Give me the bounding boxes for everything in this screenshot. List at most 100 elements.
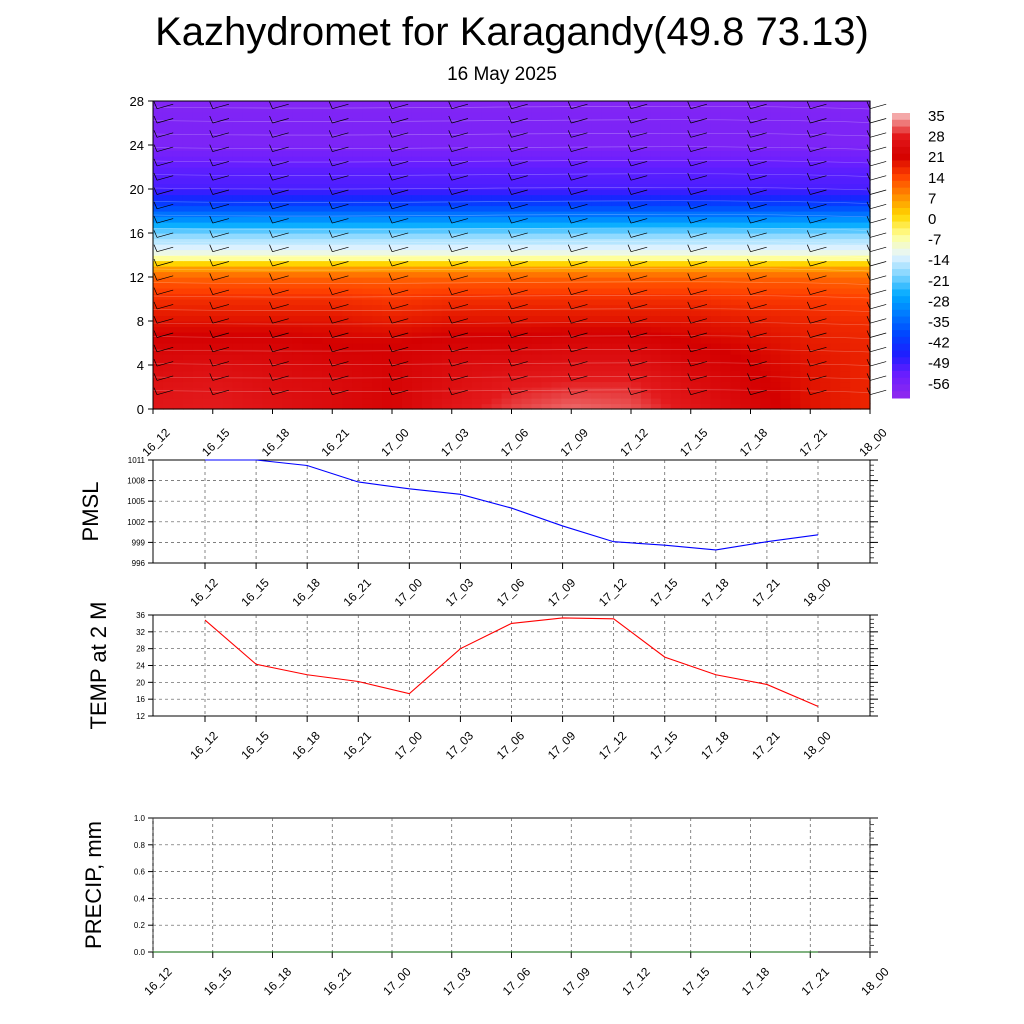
heatmap-cell [242, 321, 254, 328]
heatmap-cell [820, 282, 831, 289]
heatmap-cell [611, 293, 622, 300]
wind-barb-flag [328, 230, 333, 238]
heatmap-cell [541, 238, 552, 245]
heatmap-cell [362, 233, 373, 240]
heatmap-cell [421, 183, 433, 190]
heatmap-cell [262, 189, 274, 196]
heatmap-cell [232, 332, 244, 339]
heatmap-cell [631, 106, 642, 113]
heatmap-cell [471, 299, 483, 306]
heatmap-cell [680, 112, 692, 119]
wind-barb-flag [627, 258, 632, 267]
heatmap-cell [621, 365, 632, 372]
heatmap-cell [192, 392, 204, 399]
heatmap-cell [392, 271, 403, 278]
heatmap-cell [800, 299, 811, 306]
heatmap-cell [571, 194, 582, 201]
heatmap-cell [561, 310, 572, 317]
heatmap-cell [292, 145, 303, 152]
heatmap-cell [192, 403, 204, 410]
heatmap-cell [740, 348, 752, 355]
heatmap-cell [521, 194, 533, 201]
heatmap-cell [401, 145, 413, 152]
heatmap-cell [611, 337, 622, 344]
heatmap-cell [262, 403, 274, 410]
heatmap-cell [850, 304, 861, 311]
wind-barb-flag [448, 230, 453, 238]
heatmap-cell [222, 194, 234, 201]
heatmap-cell [650, 194, 662, 201]
heatmap-cell [670, 178, 682, 185]
heatmap-cell [621, 326, 632, 333]
x-tick-label: 17_18 [698, 575, 732, 609]
wind-barb [690, 118, 708, 124]
heatmap-cell [561, 233, 572, 240]
heatmap-cell [212, 183, 224, 190]
heatmap-cell [302, 266, 313, 273]
heatmap-cell [750, 106, 762, 113]
heatmap-cell [581, 172, 592, 179]
heatmap-cell [312, 106, 323, 113]
heatmap-cell [611, 255, 622, 262]
heatmap-cell [670, 123, 682, 130]
heatmap-cell [860, 365, 871, 372]
heatmap-cell [650, 205, 662, 212]
heatmap-cell [272, 315, 284, 322]
heatmap-cell [531, 365, 542, 372]
heatmap-cell [740, 161, 752, 168]
heatmap-cell [421, 332, 433, 339]
heatmap-cell [222, 200, 234, 207]
heatmap-cell [431, 387, 443, 394]
heatmap-cell [232, 370, 244, 377]
heatmap-cell [800, 205, 811, 212]
heatmap-cell [830, 194, 841, 201]
heatmap-cell [302, 255, 313, 262]
heatmap-cell [491, 315, 503, 322]
wind-barb-flag [747, 187, 751, 195]
heatmap-cell [621, 172, 632, 179]
heatmap-cell [222, 238, 234, 245]
heatmap-cell [252, 337, 264, 344]
heatmap-cell [820, 299, 831, 306]
heatmap-cell [372, 354, 383, 361]
heatmap-cell [650, 123, 662, 130]
heatmap-cell [700, 200, 712, 207]
heatmap-cell [571, 326, 582, 333]
heatmap-cell [481, 123, 493, 130]
heatmap-cell [342, 255, 353, 262]
heatmap-cell [750, 365, 762, 372]
wind-barb [451, 261, 469, 267]
heatmap-cell [262, 304, 274, 311]
heatmap-cell [631, 299, 642, 306]
heatmap-cell [770, 238, 781, 245]
heatmap-cell [690, 337, 702, 344]
heatmap-cell [790, 150, 801, 157]
x-tick-label: 17_18 [737, 425, 771, 459]
heatmap-cell [521, 216, 533, 223]
wind-barb [869, 361, 887, 367]
heatmap-cell [471, 370, 483, 377]
heatmap-cell [302, 189, 313, 196]
heatmap-cell [730, 244, 742, 251]
colorbar-label: -7 [928, 232, 941, 249]
heatmap-cell [690, 211, 702, 218]
heatmap-cell [750, 189, 762, 196]
heatmap-cell [770, 145, 781, 152]
heatmap-cell [491, 288, 503, 295]
heatmap-cell [541, 134, 552, 141]
wind-barb [869, 375, 887, 381]
heatmap-cell [581, 106, 592, 113]
heatmap-cell [561, 123, 572, 130]
heatmap-cell [571, 189, 582, 196]
heatmap-cell [760, 205, 772, 212]
heatmap-cell [511, 183, 523, 190]
heatmap-cell [471, 189, 483, 196]
heatmap-cell [252, 238, 264, 245]
wind-barb-flag [209, 273, 214, 281]
y-tick-label: 20 [130, 182, 144, 197]
heatmap-cell [282, 392, 294, 399]
wind-barb [511, 289, 528, 295]
heatmap-cell [431, 310, 443, 317]
heatmap-cell [810, 117, 821, 124]
heatmap-cell [252, 271, 264, 278]
